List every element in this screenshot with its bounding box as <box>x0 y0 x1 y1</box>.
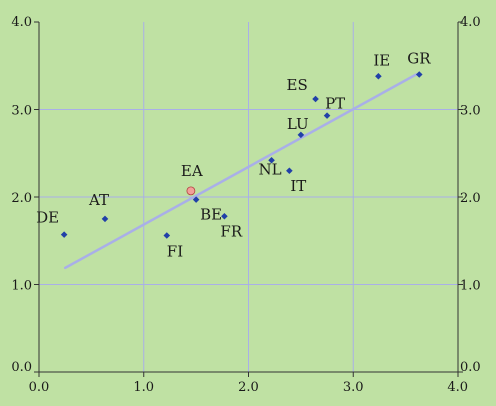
y-tick-label-right: 4.0 <box>460 15 481 30</box>
y-tick-label-right: 1.0 <box>460 279 481 294</box>
y-tick-label-left: 1.0 <box>11 279 32 294</box>
point-es <box>312 95 319 103</box>
point-ea <box>186 186 196 196</box>
x-tick-label: 2.0 <box>238 380 259 395</box>
x-tick-label: 0.0 <box>29 380 50 395</box>
point-label-ea: EA <box>181 162 203 180</box>
x-tick-label: 4.0 <box>447 380 468 395</box>
x-tick-label: 3.0 <box>343 380 364 395</box>
trend-line-group <box>63 73 418 270</box>
y-tick-label-left: 0.0 <box>11 360 32 375</box>
point-lu <box>297 131 305 139</box>
y-tick-label-left: 2.0 <box>11 191 32 206</box>
y-tick-label-right: 2.0 <box>460 191 481 206</box>
grid <box>39 22 458 372</box>
points <box>60 71 423 239</box>
point-label-fr: FR <box>220 222 242 240</box>
x-tick-label: 1.0 <box>133 380 154 395</box>
point-it <box>286 167 293 175</box>
point-label-de: DE <box>36 209 59 227</box>
y-tick-label-right: 3.0 <box>460 104 481 119</box>
point-ie <box>375 72 382 80</box>
point-fi <box>163 232 171 239</box>
point-pt <box>323 112 331 119</box>
point-label-be: BE <box>200 206 222 224</box>
point-label-es: ES <box>287 76 308 94</box>
point-label-gr: GR <box>407 50 431 68</box>
point-label-at: AT <box>88 191 109 209</box>
point-label-nl: NL <box>259 160 282 178</box>
point-be <box>192 196 200 203</box>
point-label-ie: IE <box>373 51 390 69</box>
point-de <box>60 231 68 238</box>
y-tick-label-right: 0.0 <box>460 360 481 375</box>
point-nl <box>268 156 275 164</box>
point-label-lu: LU <box>287 115 309 133</box>
axes: 0.0 0.0 0.0 1.0 1.0 1.0 2.0 2.0 2.0 3.0 3.0 3.0 4.0 4… <box>11 15 480 395</box>
point-fr <box>221 212 228 220</box>
point-label-fi: FI <box>167 243 183 261</box>
y-tick-label-left: 3.0 <box>11 104 32 119</box>
point-label-pt: PT <box>325 95 345 113</box>
point-at <box>101 215 109 223</box>
point-label-it: IT <box>290 177 306 195</box>
y-tick-label-left: 4.0 <box>11 15 32 30</box>
trend-line <box>63 73 418 270</box>
point-gr <box>415 71 423 78</box>
